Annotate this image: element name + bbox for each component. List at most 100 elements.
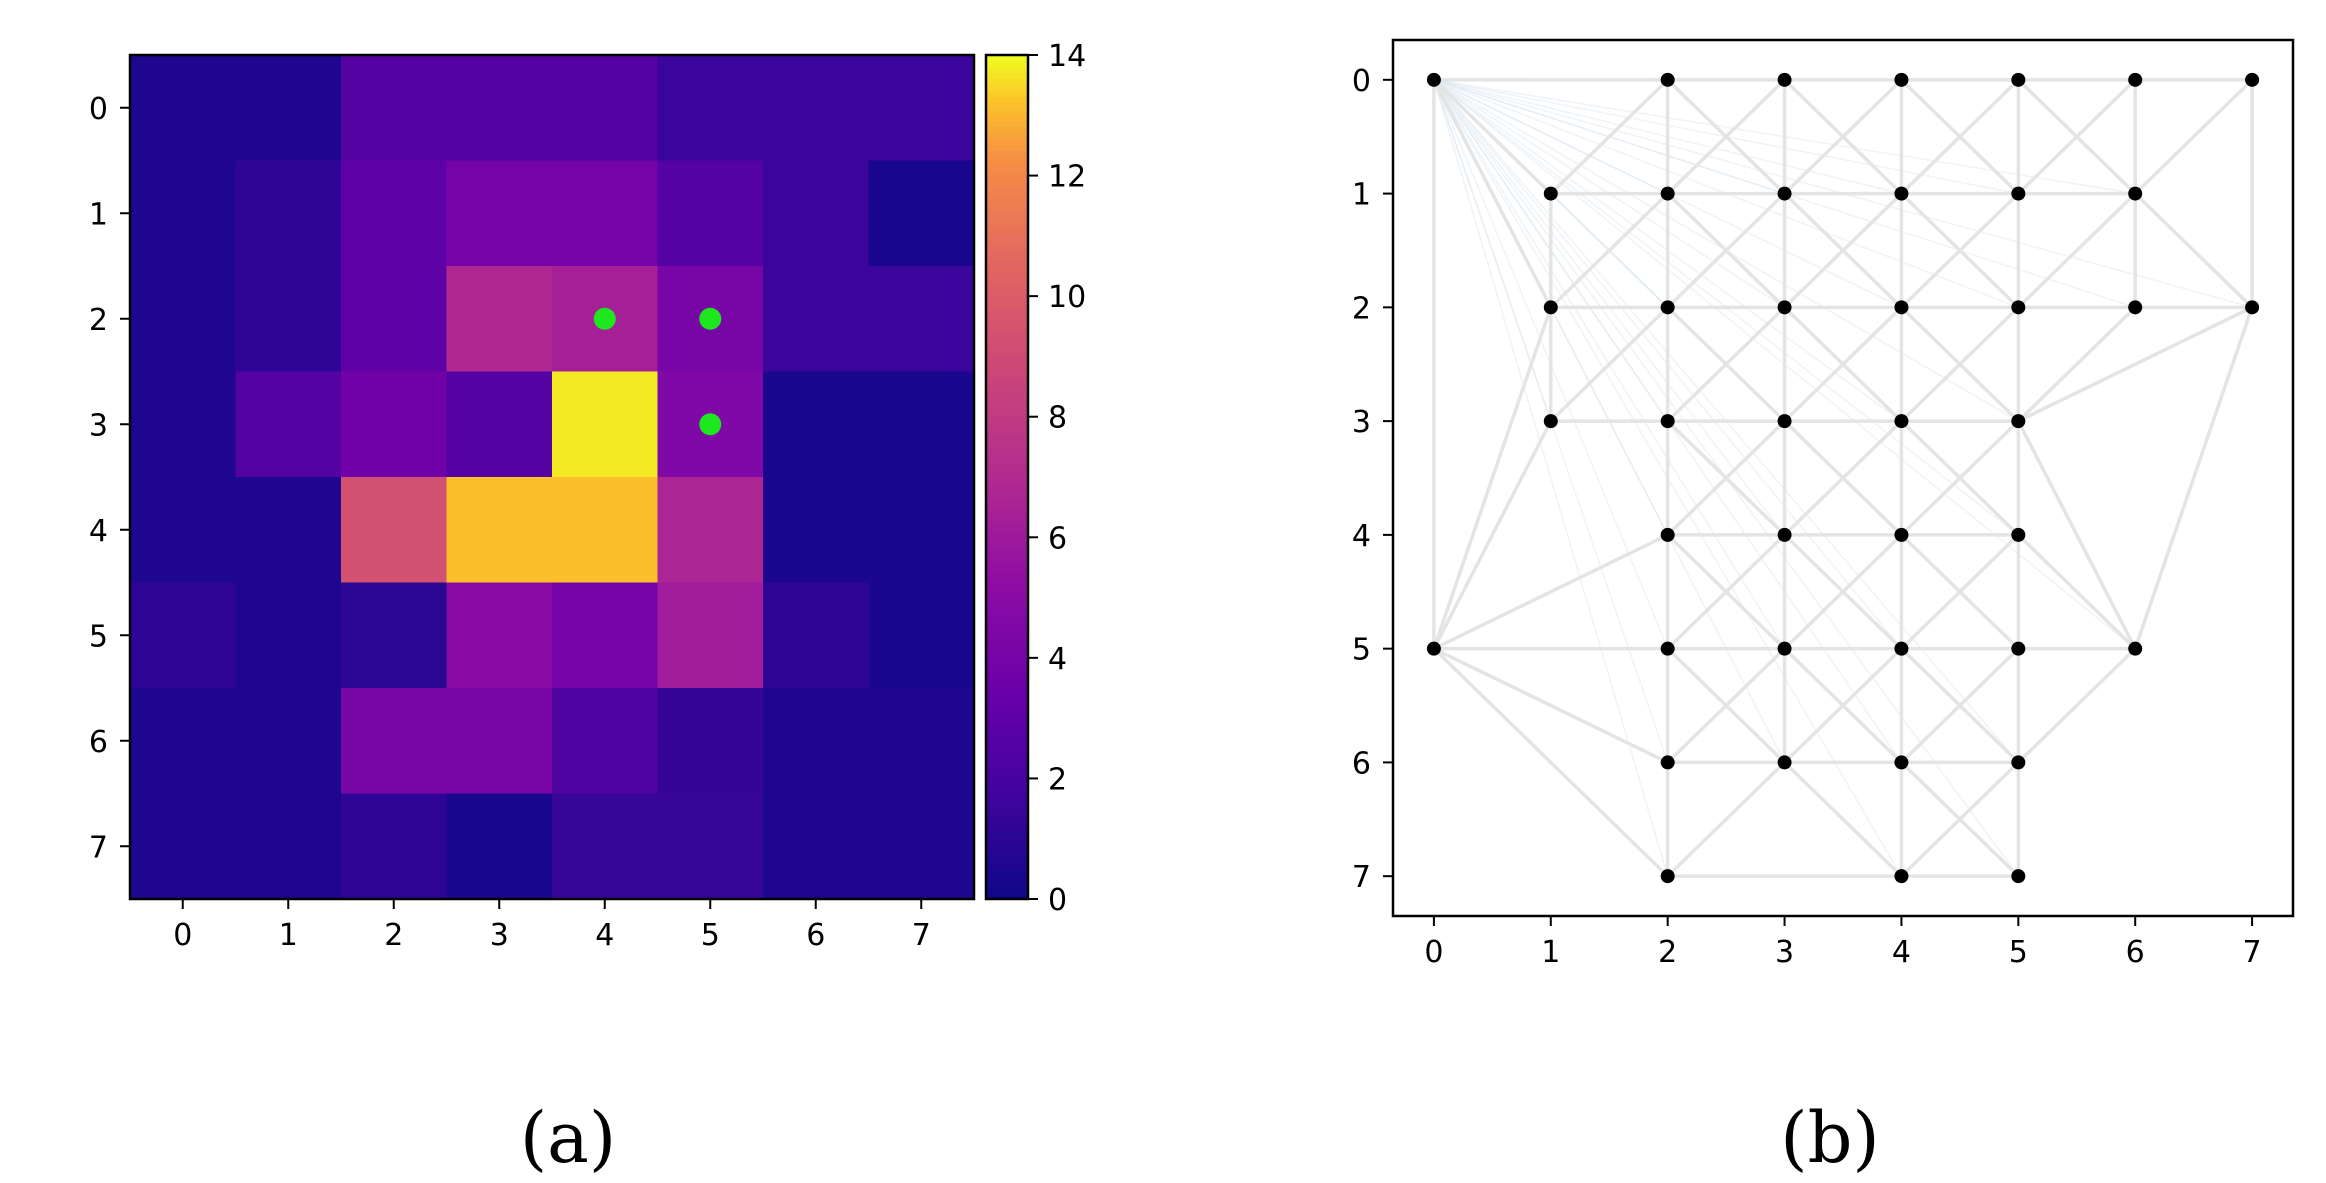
heatmap-cell-0-5 bbox=[657, 55, 764, 162]
colorbar-segment bbox=[986, 296, 1028, 303]
heatmap-cell-0-0 bbox=[130, 55, 237, 162]
heatmap-cell-1-2 bbox=[341, 160, 448, 267]
colorbar-segment bbox=[986, 615, 1028, 623]
colorbar-segment bbox=[986, 223, 1028, 231]
x-tick-label: 3 bbox=[490, 918, 509, 953]
heatmap-cells bbox=[130, 55, 975, 900]
graph-node-3 bbox=[1894, 72, 1909, 87]
graph-edge-107 bbox=[2016, 533, 2137, 651]
colorbar-segment bbox=[986, 241, 1028, 249]
x-tick-label: 0 bbox=[1424, 935, 1443, 970]
colorbar-segment bbox=[986, 326, 1028, 334]
graph-node-36 bbox=[1777, 755, 1792, 770]
colorbar-segment bbox=[986, 633, 1028, 641]
heatmap-cell-7-5 bbox=[657, 793, 764, 900]
colorbar-tick-label: 6 bbox=[1048, 521, 1067, 556]
colorbar-segment bbox=[986, 133, 1028, 141]
heatmap-cell-7-7 bbox=[868, 793, 975, 900]
colorbar-segment bbox=[986, 706, 1028, 713]
x-tick-label: 7 bbox=[912, 918, 931, 953]
heatmap-cell-6-5 bbox=[657, 688, 764, 795]
y-tick-label: 1 bbox=[1352, 178, 1371, 213]
colorbar-segment bbox=[986, 790, 1028, 798]
graph-edge-116 bbox=[1782, 646, 1904, 765]
colorbar-segment bbox=[986, 663, 1028, 671]
colorbar-segment bbox=[986, 718, 1028, 725]
graph-edge-87 bbox=[1549, 305, 1670, 423]
graph-edge-75 bbox=[1782, 78, 1904, 196]
colorbar-segment bbox=[986, 573, 1028, 581]
heatmap-cell-5-6 bbox=[763, 582, 870, 689]
heatmap-cell-3-3 bbox=[446, 371, 553, 478]
colorbar-frame bbox=[984, 53, 1030, 901]
colorbar-segment bbox=[986, 874, 1028, 882]
graph-edge-110 bbox=[1899, 533, 2021, 651]
graph-node-9 bbox=[1777, 186, 1792, 201]
y-tick-label: 4 bbox=[1352, 519, 1371, 554]
colorbar-segment bbox=[986, 109, 1028, 117]
colorbar-tick-label: 14 bbox=[1048, 39, 1086, 74]
colorbar-segment bbox=[986, 157, 1028, 165]
heatmap-cell-1-4 bbox=[552, 160, 659, 267]
colorbar-segment bbox=[986, 61, 1028, 68]
graph-edge-121 bbox=[1782, 760, 1904, 878]
colorbar-segment bbox=[986, 796, 1028, 804]
graph-edge-85 bbox=[1782, 191, 1904, 310]
heatmap-cell-4-5 bbox=[657, 477, 764, 584]
graph-node-14 bbox=[1660, 300, 1675, 315]
colorbar-segment bbox=[986, 712, 1028, 719]
colorbar-segment bbox=[986, 428, 1028, 436]
heatmap-cell-6-1 bbox=[235, 688, 342, 795]
colorbar-segment bbox=[986, 513, 1028, 520]
graph-node-1 bbox=[1660, 72, 1675, 87]
colorbar-segment bbox=[986, 392, 1028, 400]
colorbar-segment bbox=[986, 778, 1028, 786]
colorbar-segment bbox=[986, 73, 1028, 80]
colorbar-segment bbox=[986, 181, 1028, 189]
colorbar-segment bbox=[986, 163, 1028, 171]
heatmap-cell-4-4 bbox=[552, 477, 659, 584]
heatmap-cell-0-7 bbox=[868, 55, 975, 162]
colorbar-segment bbox=[986, 784, 1028, 792]
colorbar-segment bbox=[986, 139, 1028, 147]
graph-node-31 bbox=[1777, 641, 1792, 656]
colorbar-segment bbox=[986, 675, 1028, 683]
graph-node-24 bbox=[2011, 414, 2026, 429]
y-tick-label: 7 bbox=[1352, 860, 1371, 895]
colorbar-segment bbox=[986, 555, 1028, 563]
graph-edge-102 bbox=[2016, 419, 2137, 651]
graph-edge-114 bbox=[2016, 646, 2137, 765]
x-tick-label: 5 bbox=[2009, 935, 2028, 970]
heatmap-cell-0-4 bbox=[552, 55, 659, 162]
heatmap-cell-4-2 bbox=[341, 477, 448, 584]
colorbar-segment bbox=[986, 483, 1028, 490]
colorbar-segment bbox=[986, 145, 1028, 153]
heatmap-cell-6-7 bbox=[868, 688, 975, 795]
colorbar-segment bbox=[986, 477, 1028, 484]
y-tick-label: 0 bbox=[89, 92, 108, 127]
colorbar-segment bbox=[986, 205, 1028, 213]
graph-edge-109 bbox=[1782, 533, 1904, 651]
colorbar-segment bbox=[986, 489, 1028, 496]
colorbar-segment bbox=[986, 597, 1028, 605]
colorbar-segment bbox=[986, 730, 1028, 738]
heatmap-cell-0-1 bbox=[235, 55, 342, 162]
graph-node-13 bbox=[1543, 300, 1558, 315]
colorbar-segment bbox=[986, 121, 1028, 129]
colorbar-segment bbox=[986, 452, 1028, 460]
y-tick-label: 6 bbox=[89, 725, 108, 760]
colorbar-segment bbox=[986, 217, 1028, 225]
heatmap-cell-0-6 bbox=[763, 55, 870, 162]
colorbar-segment bbox=[986, 290, 1028, 297]
heatmap-cell-7-4 bbox=[552, 793, 659, 900]
colorbar-segment bbox=[986, 169, 1028, 177]
panel-b-graph: 0 1 2 3 4 5 6 7 0 1 2 3 4 5 6 7 (b) bbox=[1352, 38, 2295, 1179]
colorbar-segment bbox=[986, 639, 1028, 647]
colorbar-segment bbox=[986, 266, 1028, 273]
graph-node-7 bbox=[1543, 186, 1558, 201]
colorbar-segment bbox=[986, 386, 1028, 394]
graph-edge-100 bbox=[1782, 419, 1904, 537]
graph-edge-86 bbox=[1899, 191, 2021, 310]
graph-node-23 bbox=[1894, 414, 1909, 429]
